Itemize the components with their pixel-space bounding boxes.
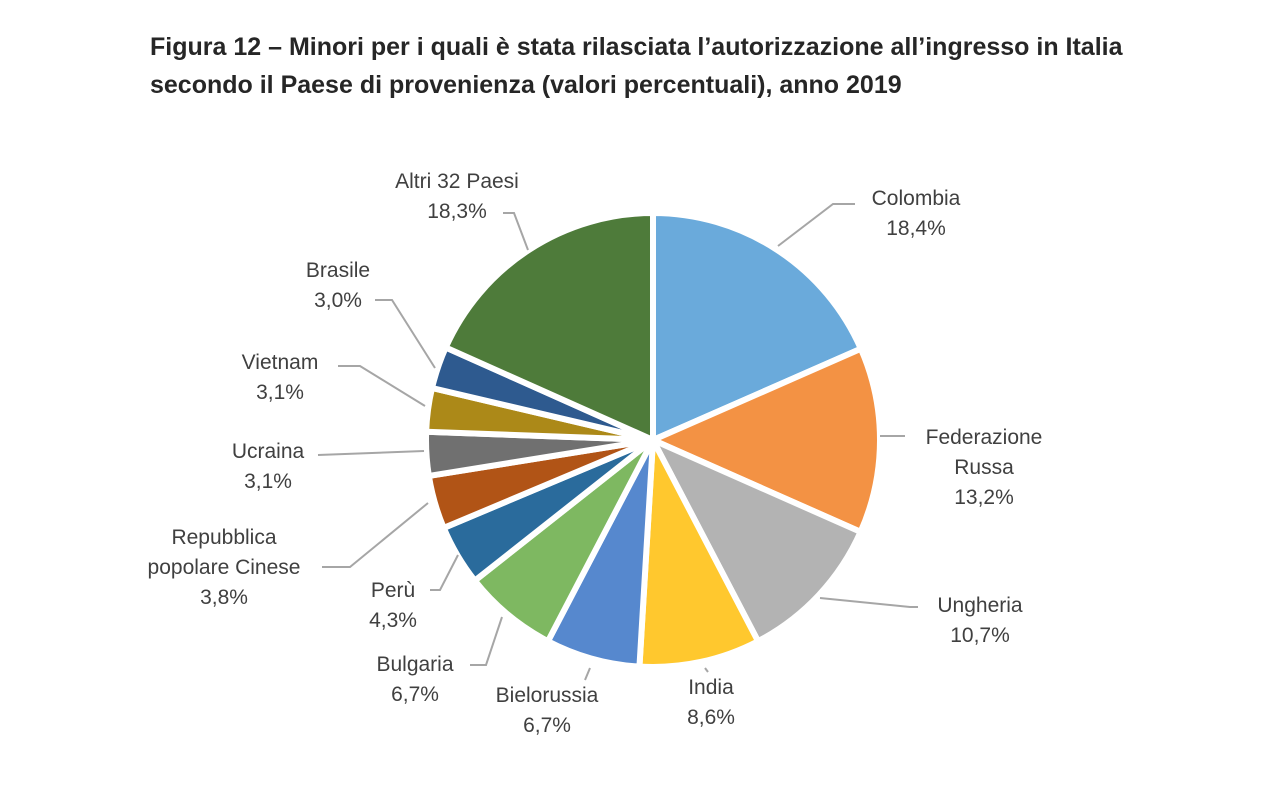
slice-category-label: India — [688, 676, 734, 699]
slice-label: Ungheria 10,7% — [937, 594, 1023, 647]
slice-value-label: 10,7% — [950, 624, 1010, 647]
leader-line — [503, 212, 529, 251]
pie-slice-ungheria — [650, 437, 864, 645]
slice-value-label: 3,0% — [314, 289, 362, 312]
chart-title-line-1: Figura 12 – Minori per i quali è stata r… — [150, 33, 1123, 61]
slice-category-label: Brasile — [306, 259, 370, 282]
slice-value-label: 3,1% — [256, 381, 304, 404]
slice-category-label: Vietnam — [242, 351, 319, 374]
slice-label: Perù 4,3% — [369, 579, 417, 632]
slice-category-label: Repubblica — [171, 526, 276, 549]
slice-category-label: Bielorussia — [496, 684, 599, 707]
pie-slices — [423, 210, 884, 670]
leader-line — [430, 554, 459, 591]
slice-labels: Colombia 18,4% Federazione Russa 13,2% Ungher… — [148, 170, 1043, 737]
slice-label: Vietnam 3,1% — [242, 351, 319, 404]
leader-line — [819, 597, 918, 608]
chart-title-line-2: secondo il Paese di provenienza (valori … — [150, 71, 902, 99]
pie-slice-colombia — [650, 210, 864, 443]
slice-label: Colombia 18,4% — [872, 187, 961, 240]
leader-line — [470, 616, 503, 666]
slice-category-label: Altri 32 Paesi — [395, 170, 519, 193]
slice-category-label: Federazione — [926, 426, 1043, 449]
slice-value-label: 3,8% — [200, 586, 248, 609]
pie-slice-altri-32-paesi — [442, 210, 656, 443]
chart-title: Figura 12 – Minori per i quali è stata r… — [150, 28, 1200, 104]
slice-value-label: 18,4% — [886, 217, 946, 240]
slice-category-label: Russa — [954, 456, 1014, 479]
leader-line — [375, 299, 436, 369]
leader-line — [338, 365, 426, 407]
slice-label: Altri 32 Paesi 18,3% — [395, 170, 519, 223]
slice-value-label: 6,7% — [391, 683, 439, 706]
leader-line — [584, 667, 591, 681]
slice-category-label: Colombia — [872, 187, 961, 210]
slice-value-label: 18,3% — [427, 200, 487, 223]
slice-value-label: 6,7% — [523, 714, 571, 737]
slice-category-label: Ungheria — [937, 594, 1023, 617]
leader-lines — [317, 203, 918, 681]
slice-label: Repubblica popolare Cinese 3,8% — [148, 526, 301, 609]
pie-slice-india — [636, 437, 762, 670]
slice-value-label: 8,6% — [687, 706, 735, 729]
slice-label: Bielorussia 6,7% — [496, 684, 599, 737]
slice-label: Bulgaria 6,7% — [376, 653, 453, 706]
leader-line — [704, 667, 709, 673]
pie-slice-federazione-russa — [650, 345, 884, 535]
slice-value-label: 3,1% — [244, 470, 292, 493]
slice-label: Brasile 3,0% — [306, 259, 370, 312]
leader-line — [317, 450, 425, 456]
slice-category-label: Bulgaria — [376, 653, 453, 676]
slice-label: Ucraina 3,1% — [232, 440, 305, 493]
slice-category-label: Ucraina — [232, 440, 305, 463]
slice-label: India 8,6% — [687, 676, 735, 729]
leader-line — [322, 502, 429, 568]
slice-value-label: 4,3% — [369, 609, 417, 632]
slice-label: Federazione Russa 13,2% — [926, 426, 1043, 509]
slice-category-label: Perù — [371, 579, 415, 602]
leader-line — [777, 203, 855, 247]
slice-value-label: 13,2% — [954, 486, 1014, 509]
slice-category-label: popolare Cinese — [148, 556, 301, 579]
